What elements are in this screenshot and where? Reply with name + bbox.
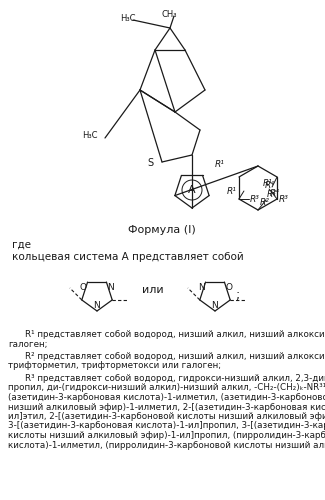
Text: H₃C: H₃C	[120, 14, 136, 23]
Text: (азетидин-3-карбоновая кислота)-1-илметил, (азетидин-3-карбоновой кислоты: (азетидин-3-карбоновая кислота)-1-илмети…	[8, 393, 325, 402]
Text: или: или	[142, 285, 164, 295]
Text: R⁴: R⁴	[270, 189, 280, 198]
Text: R²: R²	[260, 198, 270, 207]
Text: R¹: R¹	[215, 160, 225, 169]
Text: R²: R²	[267, 190, 277, 199]
Text: галоген;: галоген;	[8, 340, 47, 348]
Text: ;: ;	[236, 290, 240, 302]
Text: R³ представляет собой водород, гидрокси-низший алкил, 2,3-дигидрокси-: R³ представляет собой водород, гидрокси-…	[25, 374, 325, 383]
Text: ил]этил, 2-[(азетидин-3-карбоновой кислоты низший алкиловый эфир)-1-ил]этил,: ил]этил, 2-[(азетидин-3-карбоновой кисло…	[8, 412, 325, 421]
Text: O: O	[80, 283, 86, 292]
Text: R¹: R¹	[263, 179, 273, 188]
Text: N: N	[212, 301, 218, 310]
Text: R⁴: R⁴	[265, 181, 275, 190]
Text: H₃C: H₃C	[82, 130, 98, 140]
Text: R³: R³	[250, 194, 260, 203]
Text: трифторметил, трифторметокси или галоген;: трифторметил, трифторметокси или галоген…	[8, 362, 221, 370]
Text: Формула (I): Формула (I)	[128, 225, 196, 235]
Text: O: O	[226, 283, 232, 292]
Text: R¹: R¹	[227, 187, 237, 196]
Text: кольцевая система А представляет собой: кольцевая система А представляет собой	[12, 252, 244, 262]
Text: где: где	[12, 240, 31, 250]
Text: R² представляет собой водород, низший алкил, низший алкокси,: R² представляет собой водород, низший ал…	[25, 352, 325, 361]
Text: N: N	[107, 283, 114, 292]
Text: R³: R³	[279, 196, 289, 204]
Text: CH₃: CH₃	[162, 10, 177, 19]
Text: низший алкиловый эфир)-1-илметил, 2-[(азетидин-3-карбоновая кислота)-1-: низший алкиловый эфир)-1-илметил, 2-[(аз…	[8, 402, 325, 411]
Text: A: A	[188, 185, 196, 195]
Text: кислота)-1-илметил, (пирролидин-3-карбоновой кислоты низший алкиловый: кислота)-1-илметил, (пирролидин-3-карбон…	[8, 440, 325, 450]
Text: N: N	[94, 301, 100, 310]
Text: кислоты низший алкиловый эфир)-1-ил]пропил, (пирролидин-3-карбоновая: кислоты низший алкиловый эфир)-1-ил]проп…	[8, 431, 325, 440]
Text: S: S	[147, 158, 153, 168]
Text: N: N	[198, 283, 205, 292]
Text: R¹ представляет собой водород, низший алкил, низший алкокси или: R¹ представляет собой водород, низший ал…	[25, 330, 325, 339]
Text: 3-[(азетидин-3-карбоновая кислота)-1-ил]пропил, 3-[(азетидин-3-карбоновой: 3-[(азетидин-3-карбоновая кислота)-1-ил]…	[8, 422, 325, 430]
Text: пропил, ди-(гидрокси-низший алкил)-низший алкил, -CH₂-(CH₂)ₖ-NR³¹R³²,: пропил, ди-(гидрокси-низший алкил)-низши…	[8, 384, 325, 392]
